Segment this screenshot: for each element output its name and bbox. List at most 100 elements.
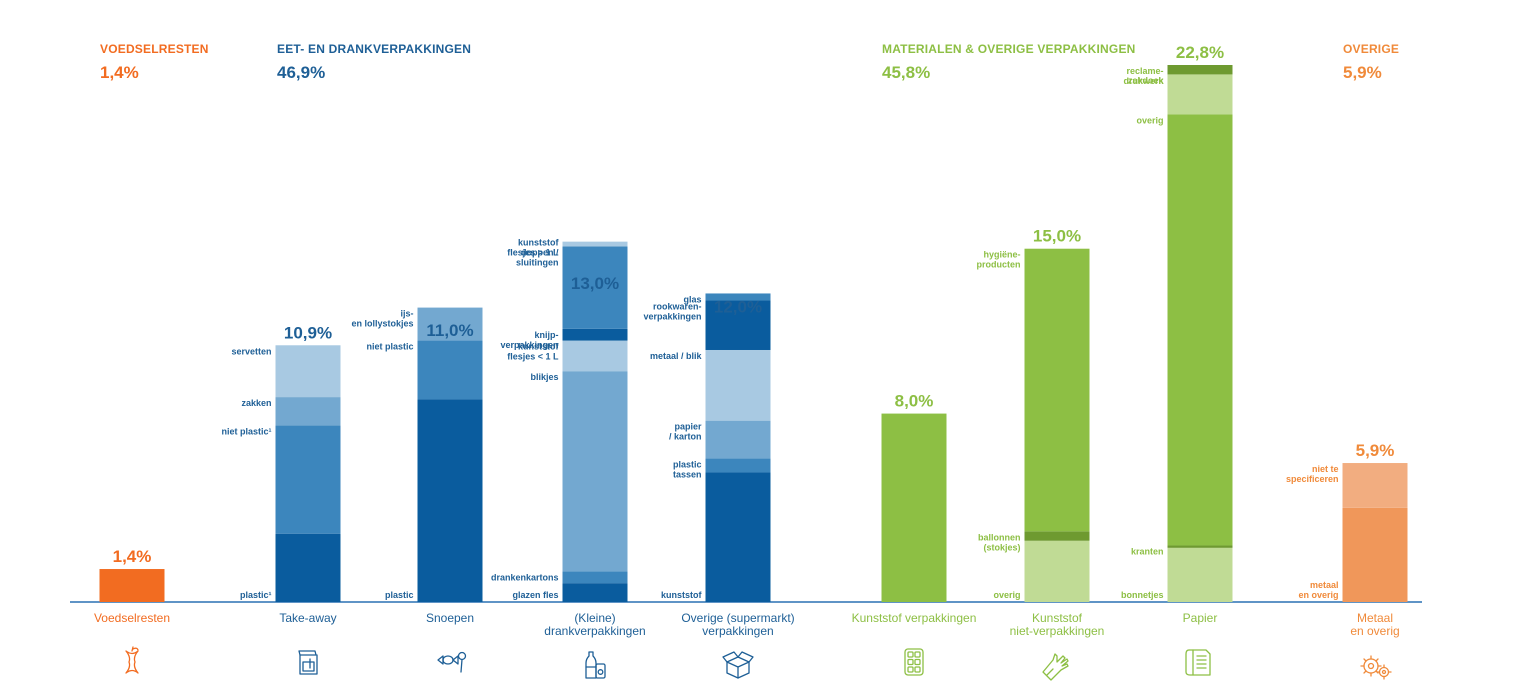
bar-segment-kleine-drankverpakkingen-kunststof-flesjes-1-l	[562, 340, 628, 372]
category-label-line: Kunststof verpakkingen	[852, 611, 977, 625]
segment-label: doppen / sluitingen	[516, 247, 559, 267]
glove-icon	[1042, 653, 1069, 681]
segment-label-line: ijs-	[400, 309, 413, 319]
header-title: OVERIGE	[1343, 42, 1400, 56]
segment-label-line: blikjes	[530, 372, 558, 382]
bar-segment-overige-supermarkt-verpakkingen-plastic-tassen	[705, 458, 771, 473]
bar-segment-papier-reclame-drukwerk	[1167, 65, 1233, 75]
segment-label-line: specificeren	[1286, 474, 1339, 484]
bar-segment-kleine-drankverpakkingen-doppen-sluitingen	[562, 246, 628, 329]
bar-segment-kleine-drankverpakkingen-knijp-verpakkingen	[562, 328, 628, 341]
segment-label: glazen fles	[512, 590, 558, 600]
bar-segment-overige-supermarkt-verpakkingen-glas	[705, 293, 771, 301]
category-label-line: Snoepen	[426, 611, 474, 625]
bar-segment-metaal-en-overig-niet-te-specificeren	[1342, 463, 1408, 508]
segment-label-line: servetten	[231, 346, 271, 356]
category-label-line: en overig	[1350, 624, 1399, 638]
bar-kleine-drankverpakkingen: glazen fles drankenkartons blikjes kunststo…	[491, 238, 646, 679]
bar-segment-papier-zakdoek	[1167, 74, 1233, 115]
segment-label-line: metaal / blik	[650, 351, 703, 361]
segment-label-line: drankenkartons	[491, 572, 559, 582]
segment-label: metaal en overig	[1298, 580, 1338, 600]
segment-label-line: zakdoek	[1128, 75, 1165, 85]
segment-label-line: reclame-	[1126, 66, 1163, 76]
bar-segment-papier-kranten	[1167, 545, 1233, 548]
segment-label-line: bonnetjes	[1121, 590, 1164, 600]
category-label-line: niet-verpakkingen	[1010, 624, 1105, 638]
total-label: 5,9%	[1356, 441, 1395, 460]
category-label-line: Papier	[1183, 611, 1218, 625]
segment-label: plastic tassen	[673, 459, 702, 479]
bar-segment-snoepen-ijs-en-lollystokjes	[417, 307, 483, 341]
header-eet-drank: EET- EN DRANKVERPAKKINGEN 46,9%	[277, 42, 471, 83]
category-label-line: (Kleine)	[574, 611, 615, 625]
bar-segment-take-away-plastic	[275, 533, 341, 602]
bottle-can-icon	[585, 651, 606, 679]
header-title: MATERIALEN & OVERIGE VERPAKKINGEN	[882, 42, 1136, 56]
category-label: (Kleine) drankverpakkingen	[544, 611, 645, 638]
segment-label-line: flesjes < 1 L	[507, 352, 559, 362]
category-label: Metaal en overig	[1350, 611, 1399, 638]
segment-label-line: drukwerk	[1123, 76, 1164, 86]
bar-segment-overige-supermarkt-verpakkingen-metaal-blik	[705, 349, 771, 421]
segment-label: niet plastic	[366, 342, 413, 352]
segment-label-line: rookwaren-	[653, 302, 702, 312]
segment-label-line: glas	[683, 295, 701, 305]
segment-label: drankenkartons	[491, 572, 559, 582]
segment-label: servetten	[231, 346, 271, 356]
category-label: Papier	[1183, 611, 1218, 625]
bar-voedselresten: 1,4% Voedselresten	[94, 547, 170, 674]
segment-label-line: plastic¹	[240, 590, 272, 600]
bar-segment-metaal-en-overig-metaal-en-overig	[1342, 507, 1408, 602]
category-label-line: verpakkingen	[702, 624, 773, 638]
takeaway-bag-icon	[298, 650, 318, 675]
segment-label-line: niet te	[1312, 464, 1339, 474]
segment-label-line: niet plastic¹	[221, 426, 271, 436]
paper-icon	[1185, 649, 1211, 676]
bar-segment-overige-supermarkt-verpakkingen-kunststof	[705, 472, 771, 602]
segment-label-line: niet plastic	[366, 342, 413, 352]
segment-label: glas	[683, 295, 701, 305]
bar-segment-take-away-servetten	[275, 345, 341, 398]
segment-label: knijp-verpakkingen	[500, 330, 558, 350]
total-label: 8,0%	[895, 392, 934, 411]
segment-label-line: kunststof	[518, 238, 560, 248]
segment-label: zakdoek	[1128, 75, 1165, 85]
bar-overige-supermarkt-verpakkingen: kunststof plastic tassen papier / karton meta…	[643, 293, 795, 679]
header-materialen: MATERIALEN & OVERIGE VERPAKKINGEN 45,8%	[882, 42, 1136, 83]
segment-label-line: flesjes > 1 L	[507, 248, 559, 258]
bar-segment-kunststof-niet-verpakkingen-hygiene-producten	[1024, 248, 1090, 532]
segment-label-line: verpakkingen	[500, 340, 558, 350]
category-label-line: Voedselresten	[94, 611, 170, 625]
segment-label-line: tassen	[673, 469, 702, 479]
category-label: Snoepen	[426, 611, 474, 625]
header-value: 45,8%	[882, 63, 931, 82]
segment-label-line: doppen /	[521, 247, 559, 257]
segment-label: niet plastic¹	[221, 426, 271, 436]
segment-label: kunststof flesjes < 1 L	[507, 342, 559, 362]
category-label: Overige (supermarkt) verpakkingen	[681, 611, 794, 638]
header-value: 1,4%	[100, 63, 139, 82]
bar-snoepen: plastic niet plastic ijs-en lollystokjes 11…	[351, 307, 483, 673]
bar-segment-snoepen-niet-plastic	[417, 340, 483, 400]
segment-label-line: metaal	[1310, 580, 1339, 590]
candy-icon	[437, 651, 467, 673]
segment-label-line: en overig	[1298, 590, 1338, 600]
total-label: 22,8%	[1176, 43, 1224, 62]
segment-label-line: plastic	[385, 590, 414, 600]
category-label-line: Metaal	[1357, 611, 1393, 625]
segment-label-line: kunststof	[661, 590, 703, 600]
bar-segment-kleine-drankverpakkingen-drankenkartons	[562, 571, 628, 584]
bar-take-away: plastic¹ niet plastic¹ zakken servetten 10,9…	[221, 323, 341, 675]
bar-segment-papier-bonnetjes	[1167, 547, 1233, 602]
header-title: EET- EN DRANKVERPAKKINGEN	[277, 42, 472, 56]
total-label: 13,0%	[571, 274, 619, 293]
segment-label: overig	[1136, 116, 1163, 126]
segment-label-line: kunststof	[518, 342, 560, 352]
bar-segment-kleine-drankverpakkingen-glazen-fles	[562, 583, 628, 602]
segment-label: kranten	[1131, 547, 1164, 557]
bar-segment-voedselresten	[99, 569, 165, 602]
bar-segment-take-away-niet-plastic	[275, 425, 341, 534]
